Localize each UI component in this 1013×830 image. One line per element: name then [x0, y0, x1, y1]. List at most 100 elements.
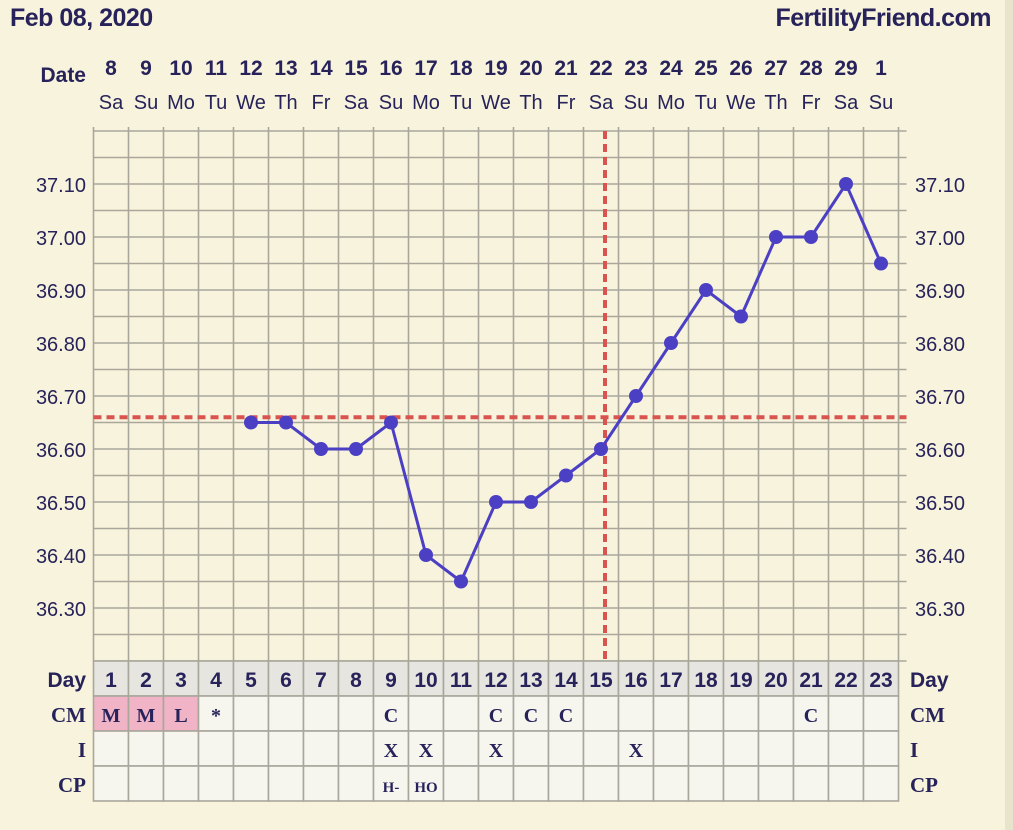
cm-cell: [687, 695, 725, 732]
cm-cell: [337, 695, 375, 732]
weekday-label: Th: [519, 92, 542, 114]
cp-cell: [687, 765, 725, 802]
cp-row-label-left: CP: [58, 773, 86, 797]
i-cell: [862, 730, 900, 767]
temperature-point: [419, 548, 433, 562]
date-label: 26: [729, 57, 752, 80]
temperature-point: [839, 177, 853, 191]
temperature-point: [734, 309, 748, 324]
i-row-label-right: I: [910, 738, 918, 762]
cp-cell: [477, 765, 515, 802]
cm-cell: [302, 695, 340, 732]
cm-cell: [862, 695, 900, 732]
date-label: 14: [309, 57, 333, 80]
weekday-label: Fr: [557, 92, 576, 114]
cp-cell: [162, 765, 200, 802]
cp-entry: HO: [414, 780, 437, 796]
temperature-point: [594, 442, 608, 456]
date-label: 22: [589, 57, 612, 80]
cm-cell: [197, 695, 235, 732]
temperature-point: [524, 495, 538, 509]
cp-cell: [92, 765, 130, 802]
date-label: 19: [484, 57, 507, 80]
day-cell: [407, 660, 445, 697]
weekday-label: We: [726, 92, 756, 114]
cm-row-label-left: CM: [51, 703, 86, 727]
i-cell: [652, 730, 690, 767]
date-label: 25: [694, 57, 718, 80]
cm-entry: C: [489, 705, 503, 727]
i-cell: [582, 730, 620, 767]
i-cell: [687, 730, 725, 767]
weekday-label: Th: [764, 92, 787, 114]
page-edge: [1005, 0, 1013, 830]
i-cell: [792, 730, 830, 767]
cm-entry: C: [559, 705, 573, 727]
weekday-label: We: [236, 92, 266, 114]
cycle-day-label: 2: [140, 669, 152, 692]
intercourse-entry: X: [419, 740, 434, 762]
y-tick-label-left: 36.70: [36, 387, 86, 409]
day-cell: [687, 660, 725, 697]
temperature-point: [489, 495, 503, 509]
day-row-label-right: Day: [910, 669, 949, 692]
weekday-label: Su: [869, 92, 893, 114]
temperature-point: [874, 256, 888, 271]
i-cell: [722, 730, 760, 767]
cm-cell: [617, 695, 655, 732]
cycle-day-label: 17: [659, 669, 682, 692]
weekday-label: Sa: [344, 92, 369, 114]
weekday-label: Sa: [834, 92, 859, 114]
day-cell: [652, 660, 690, 697]
temperature-point: [454, 574, 468, 589]
i-cell: [757, 730, 795, 767]
brand-logo-text: FertilityFriend.com: [775, 4, 991, 32]
i-cell: [442, 730, 480, 767]
cycle-day-label: 14: [554, 669, 578, 692]
y-tick-label-right: 37.10: [915, 175, 965, 197]
day-cell: [582, 660, 620, 697]
date-label: 8: [105, 57, 117, 80]
cycle-day-label: 8: [350, 669, 362, 692]
cp-cell: [442, 765, 480, 802]
cm-entry: C: [524, 705, 538, 727]
day-cell: [442, 660, 480, 697]
weekday-label: Su: [624, 92, 648, 114]
i-cell: [512, 730, 550, 767]
cycle-day-label: 16: [624, 669, 647, 692]
weekday-label: Su: [134, 92, 158, 114]
cycle-day-label: 3: [175, 669, 187, 692]
i-cell: [547, 730, 585, 767]
day-cell: [232, 660, 270, 697]
cm-entry: C: [804, 705, 818, 727]
y-tick-label-left: 37.00: [36, 228, 86, 250]
y-tick-label-right: 36.30: [915, 599, 965, 621]
cp-cell: [827, 765, 865, 802]
i-cell: [302, 730, 340, 767]
cm-entry: L: [174, 705, 187, 727]
weekday-label: Tu: [450, 92, 473, 114]
cycle-day-label: 9: [385, 669, 397, 692]
cp-cell: [302, 765, 340, 802]
day-cell: [862, 660, 900, 697]
cycle-day-label: 18: [694, 669, 718, 692]
day-cell: [337, 660, 375, 697]
y-tick-label-left: 36.90: [36, 281, 86, 303]
date-label: 23: [624, 57, 647, 80]
intercourse-entry: X: [384, 740, 399, 762]
y-tick-label-right: 36.60: [915, 440, 965, 462]
temperature-point: [384, 415, 398, 430]
date-label: 27: [764, 57, 787, 80]
y-tick-label-left: 36.80: [36, 334, 86, 356]
cp-cell: [722, 765, 760, 802]
cp-cell: [267, 765, 305, 802]
cp-cell: [757, 765, 795, 802]
weekday-label: Mo: [412, 92, 440, 114]
temperature-point: [559, 468, 573, 483]
temperature-point: [279, 415, 293, 430]
i-cell: [827, 730, 865, 767]
weekday-label: Th: [274, 92, 297, 114]
cycle-day-label: 4: [210, 669, 222, 692]
cycle-day-label: 21: [799, 669, 823, 692]
y-tick-label-left: 36.40: [36, 546, 86, 568]
